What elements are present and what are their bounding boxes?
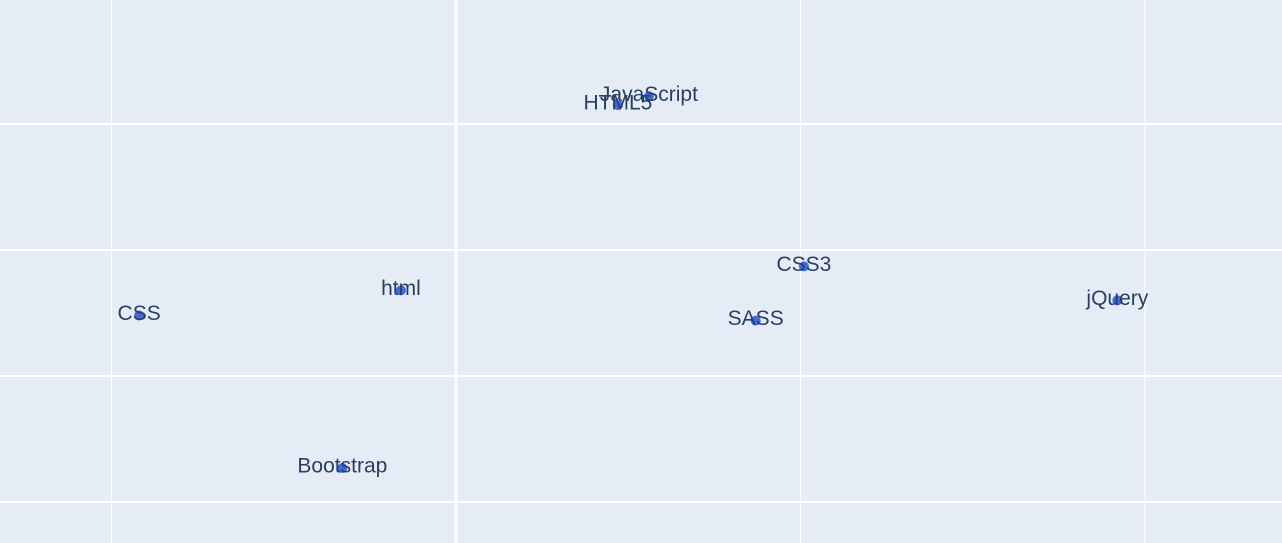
- point-label: Bootstrap: [297, 455, 387, 478]
- point-label: JavaScript: [600, 83, 698, 106]
- point-label: SASS: [728, 307, 784, 330]
- point: [337, 463, 348, 474]
- point: [1112, 295, 1123, 306]
- point: [798, 261, 809, 272]
- point: [395, 285, 406, 296]
- point-label: html: [381, 277, 421, 300]
- point: [643, 91, 654, 102]
- point-label: CSS3: [776, 253, 831, 276]
- point: [612, 100, 623, 111]
- point-label: CSS: [118, 302, 161, 325]
- point-label: HTML5: [583, 92, 652, 115]
- point: [750, 315, 761, 326]
- point-label: jQuery: [1085, 287, 1148, 310]
- point: [134, 310, 145, 321]
